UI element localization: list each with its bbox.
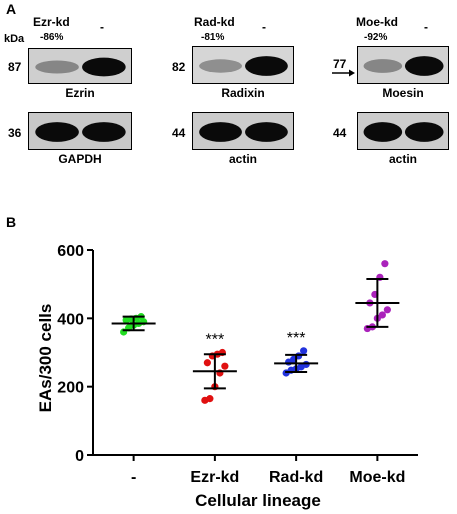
y-tick-label: 0	[75, 448, 84, 465]
western-blot-top	[28, 48, 132, 84]
significance-marker: ***	[287, 330, 306, 347]
data-point	[383, 306, 391, 314]
blot-bands	[35, 57, 126, 77]
blot-bands	[363, 56, 444, 76]
x-tick-label: Moe-kd	[349, 469, 405, 486]
mw-marker: 36	[8, 126, 22, 140]
data-point	[221, 362, 229, 370]
y-tick-label: 200	[57, 380, 84, 397]
mw-marker: 44	[172, 126, 186, 140]
western-blot-bottom	[357, 112, 449, 150]
x-axis-label: Cellular lineage	[195, 491, 321, 510]
panel-b-label: B	[6, 214, 17, 230]
western-blot-top	[357, 46, 449, 84]
band-control	[245, 56, 288, 76]
western-blot-bottom	[192, 112, 294, 150]
control-label: -	[424, 20, 428, 34]
protein-label: Radixin	[221, 86, 265, 100]
western-blot-top	[192, 46, 294, 84]
data-point	[378, 311, 386, 319]
mw-marker: 77	[333, 57, 347, 71]
mw-marker: 44	[333, 126, 347, 140]
band-knockdown	[199, 122, 242, 142]
band-control	[82, 122, 126, 142]
protein-label: actin	[228, 152, 257, 166]
kda-label: kDa	[4, 33, 25, 45]
blot-bands	[199, 122, 288, 142]
kd-label: Moe-kd	[356, 15, 398, 29]
mw-marker: 87	[8, 60, 22, 74]
kd-label: Ezr-kd	[33, 15, 70, 29]
x-tick-label: Ezr-kd	[190, 469, 239, 486]
band-control	[404, 56, 444, 76]
mw-marker: 82	[172, 60, 186, 74]
chart-marks: *** ***	[111, 260, 400, 404]
y-axis-label: EAs/300 cells	[36, 304, 55, 413]
data-point	[206, 395, 214, 403]
y-tick-label: 600	[57, 243, 84, 260]
band-knockdown	[35, 122, 79, 142]
control-label: -	[100, 20, 104, 34]
kd-label: Rad-kd	[194, 15, 235, 29]
band-control	[245, 122, 288, 142]
protein-label: GAPDH	[58, 152, 102, 166]
band-control	[404, 122, 444, 142]
band-knockdown	[35, 60, 79, 74]
chart-axes: 0 200 400 600 - Ezr-kd Rad-kd Moe-kd	[57, 243, 418, 486]
blot-bands	[199, 56, 288, 76]
data-point	[302, 360, 310, 369]
blot-bands	[363, 122, 444, 142]
x-tick-label: -	[131, 469, 136, 486]
data-point	[300, 347, 308, 355]
band-knockdown	[363, 59, 403, 73]
western-blot-bottom	[28, 112, 132, 150]
protein-label: Ezrin	[65, 86, 95, 100]
y-tick-label: 400	[57, 311, 84, 328]
data-point	[381, 260, 389, 268]
x-tick-label: Rad-kd	[269, 469, 323, 486]
kd-percent: -92%	[364, 32, 388, 43]
data-point	[203, 359, 211, 367]
significance-marker: ***	[206, 332, 225, 349]
kd-percent: -81%	[201, 32, 225, 43]
band-control	[82, 57, 126, 77]
panel-a-label: A	[6, 1, 17, 17]
control-label: -	[262, 20, 266, 34]
protein-label: Moesin	[382, 86, 424, 100]
arrow-icon	[332, 69, 355, 77]
band-knockdown	[199, 59, 242, 73]
band-knockdown	[363, 122, 403, 142]
kd-percent: -86%	[40, 32, 64, 43]
protein-label: actin	[388, 152, 417, 166]
blot-bands	[35, 122, 126, 142]
